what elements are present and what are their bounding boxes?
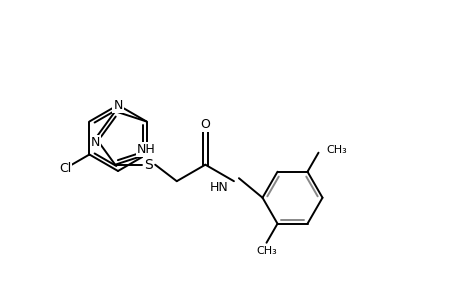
Text: CH₃: CH₃ — [326, 145, 347, 155]
Text: CH₃: CH₃ — [256, 246, 276, 256]
Text: H: H — [145, 142, 153, 152]
Text: Cl: Cl — [59, 162, 71, 175]
Text: NH: NH — [137, 143, 156, 156]
Text: HN: HN — [210, 181, 229, 194]
Text: S: S — [144, 158, 152, 172]
Text: O: O — [200, 118, 210, 131]
Text: N: N — [91, 136, 100, 148]
Text: N: N — [113, 98, 123, 112]
